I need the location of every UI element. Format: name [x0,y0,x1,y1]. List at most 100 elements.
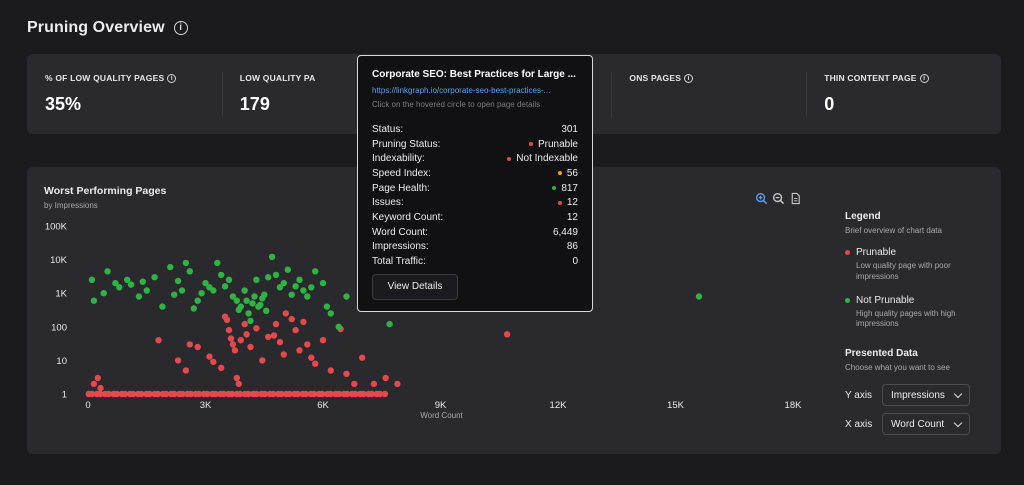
not-prunable-point[interactable] [241,287,248,294]
prunable-point[interactable] [311,390,318,398]
not-prunable-point[interactable] [116,284,123,291]
not-prunable-point[interactable] [257,301,264,309]
prunable-point[interactable] [220,390,227,398]
prunable-point[interactable] [265,333,272,341]
prunable-point[interactable] [174,357,182,364]
not-prunable-point[interactable] [343,293,350,300]
prunable-point[interactable] [225,326,233,334]
prunable-point[interactable] [382,374,389,382]
prunable-point[interactable] [182,367,190,374]
prunable-point[interactable] [278,390,285,398]
not-prunable-point[interactable] [88,276,96,283]
not-prunable-point[interactable] [304,293,311,300]
prunable-point[interactable] [503,331,511,338]
prunable-point[interactable] [171,390,178,398]
y-axis-select[interactable]: Impressions [882,384,970,407]
not-prunable-point[interactable] [253,276,260,283]
prunable-point[interactable] [237,390,244,398]
not-prunable-point[interactable] [190,305,197,312]
prunable-point[interactable] [296,347,303,354]
prunable-point[interactable] [286,390,293,398]
not-prunable-point[interactable] [214,259,221,267]
prunable-point[interactable] [245,390,252,398]
info-icon[interactable]: i [684,73,694,83]
not-prunable-point[interactable] [210,287,217,294]
not-prunable-point[interactable] [247,317,254,325]
not-prunable-point[interactable] [284,266,291,273]
prunable-point[interactable] [368,390,375,398]
prunable-point[interactable] [302,390,310,398]
prunable-point[interactable] [179,390,186,398]
not-prunable-point[interactable] [178,287,186,294]
not-prunable-point[interactable] [327,310,334,317]
not-prunable-point[interactable] [323,303,331,310]
not-prunable-point[interactable] [104,268,111,275]
prunable-point[interactable] [335,390,343,398]
info-icon[interactable]: i [919,73,929,83]
view-details-button[interactable]: View Details [372,273,458,300]
prunable-point[interactable] [352,390,359,398]
prunable-point[interactable] [235,380,242,388]
prunable-point[interactable] [327,367,334,374]
not-prunable-point[interactable] [233,297,240,304]
prunable-point[interactable] [187,390,194,398]
prunable-point[interactable] [130,390,137,398]
prunable-point[interactable] [195,390,203,398]
prunable-point[interactable] [294,390,301,398]
not-prunable-point[interactable] [229,293,237,300]
not-prunable-point[interactable] [695,293,703,300]
prunable-point[interactable] [270,332,278,339]
prunable-point[interactable] [269,390,277,398]
not-prunable-point[interactable] [186,268,193,275]
not-prunable-point[interactable] [171,291,178,298]
prunable-point[interactable] [319,390,326,398]
not-prunable-point[interactable] [296,276,303,283]
x-axis-select[interactable]: Word Count [882,413,970,436]
not-prunable-point[interactable] [151,274,158,281]
prunable-point[interactable] [243,331,250,338]
prunable-point[interactable] [261,390,268,398]
not-prunable-point[interactable] [268,253,276,261]
prunable-point[interactable] [259,357,266,364]
prunable-point[interactable] [97,384,104,392]
not-prunable-point[interactable] [386,320,393,328]
prunable-point[interactable] [194,343,201,351]
not-prunable-point[interactable] [225,276,233,283]
prunable-point[interactable] [394,380,401,388]
prunable-point[interactable] [241,320,248,328]
not-prunable-point[interactable] [335,323,342,330]
prunable-point[interactable] [304,341,311,348]
prunable-point[interactable] [272,320,280,328]
not-prunable-point[interactable] [319,279,327,287]
not-prunable-point[interactable] [202,279,209,287]
prunable-point[interactable] [247,343,254,351]
not-prunable-point[interactable] [124,276,131,283]
not-prunable-point[interactable] [127,281,135,288]
not-prunable-point[interactable] [312,268,319,275]
prunable-point[interactable] [292,326,299,334]
prunable-point[interactable] [319,337,327,344]
info-icon[interactable]: i [167,73,177,83]
not-prunable-point[interactable] [135,293,143,300]
prunable-point[interactable] [162,390,170,398]
not-prunable-point[interactable] [251,293,258,300]
tooltip-url-link[interactable]: https://linkgraph.io/corporate-seo-best-… [372,86,551,95]
prunable-point[interactable] [155,337,162,344]
not-prunable-point[interactable] [221,283,229,290]
prunable-point[interactable] [231,347,239,354]
prunable-point[interactable] [204,390,211,398]
prunable-point[interactable] [223,316,231,324]
prunable-point[interactable] [359,354,366,361]
not-prunable-point[interactable] [112,279,119,287]
not-prunable-point[interactable] [194,297,201,304]
prunable-point[interactable] [218,364,225,372]
not-prunable-point[interactable] [159,303,166,310]
prunable-point[interactable] [228,390,236,398]
prunable-point[interactable] [121,390,129,398]
not-prunable-point[interactable] [300,287,307,294]
not-prunable-point[interactable] [174,277,182,285]
prunable-point[interactable] [229,341,237,348]
prunable-point[interactable] [343,370,350,377]
prunable-point[interactable] [210,358,217,366]
zoom-in-icon[interactable] [755,192,768,205]
